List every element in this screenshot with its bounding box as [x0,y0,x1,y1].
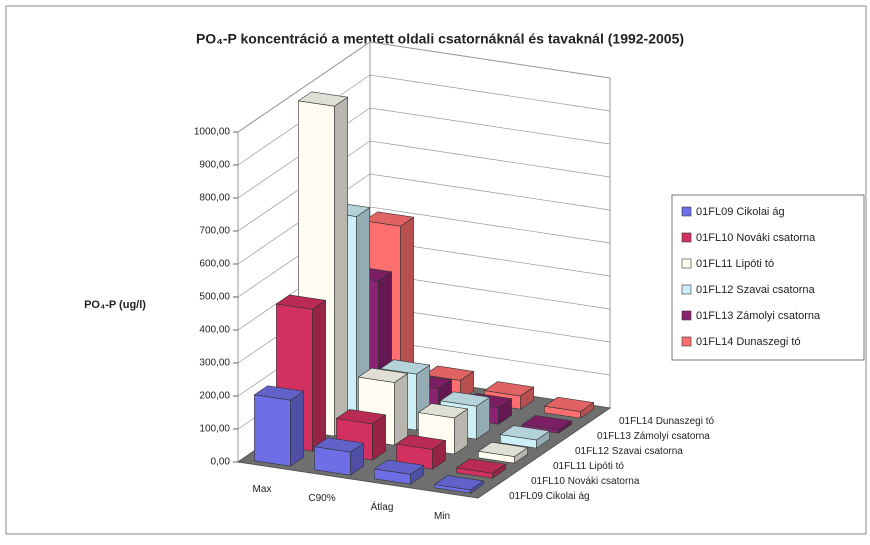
bar [433,475,485,494]
bar-top [253,385,305,401]
grid-line [237,74,611,166]
bar [253,385,305,467]
bar [477,441,529,464]
legend-label: 01FL09 Cikolai ág [696,206,785,218]
chart-title: PO₄-P koncentráció a mentett oldali csat… [196,31,684,47]
grid-line [237,206,611,298]
legend-label: 01FL12 Szavai csatorna [696,284,816,296]
x-tick-label: C90% [308,493,335,504]
bar-top [275,294,327,310]
y-tick-label: 0,00 [211,457,231,468]
legend-swatch [681,336,692,347]
y-tick-label: 300,00 [199,358,230,369]
bar-side [334,96,348,437]
legend-swatch [681,284,692,295]
y-tick-label: 200,00 [199,391,230,402]
bar-top [395,434,447,450]
y-tick-label: 100,00 [199,424,230,435]
legend-label: 01FL14 Dunaszegi tó [696,336,801,348]
depth-tick-label: 01FL13 Zámolyi csatorna [597,431,710,442]
legend-swatch [681,310,692,321]
bar-top [357,367,409,383]
bar-top [379,359,431,375]
x-tick-label: Átlag [371,500,394,513]
bar-top [297,91,349,107]
legend-swatch [681,258,692,269]
y-tick-label: 1000,00 [194,127,231,138]
bar [455,458,507,479]
grid-line [237,173,611,265]
bar-top [373,459,425,475]
bar-top [477,441,529,457]
bar-top [455,458,507,474]
y-tick-label: 800,00 [199,193,230,204]
y-tick-label: 400,00 [199,325,230,336]
bar-top [521,415,573,431]
bar [373,459,425,485]
y-tick-label: 700,00 [199,226,230,237]
y-tick-label: 500,00 [199,292,230,303]
bar-top [363,211,415,227]
bar-top [483,381,535,397]
bar-top [433,475,485,491]
bar-top [499,425,551,441]
bar-front [254,394,291,467]
y-axis-label: PO₄-P (ug/l) [84,299,146,311]
depth-tick-label: 01FL11 Lipóti tó [553,461,624,472]
x-tick-label: Min [434,511,450,522]
legend-swatch [681,206,692,217]
bar [543,396,595,419]
depth-tick-label: 01FL09 Cikolai ág [509,491,590,502]
legend-label: 01FL11 Lipóti tó [696,258,774,270]
depth-tick-label: 01FL10 Nováki csatorna [531,476,640,487]
bar [313,437,365,476]
bar-top [423,365,475,381]
depth-tick-label: 01FL14 Dunaszegi tó [619,416,715,427]
bar-side [312,299,326,452]
x-tick-label: Max [253,484,272,495]
bar-side [394,372,408,446]
bar-top [439,391,491,407]
bar-side [290,390,304,467]
y-tick-label: 600,00 [199,259,230,270]
bar-top [335,409,387,425]
legend [671,194,865,361]
depth-tick-label: 01FL12 Szavai csatorna [575,446,683,457]
bar-top [313,437,365,453]
grid-line [237,140,611,232]
grid-line [237,107,611,199]
grid-line [237,41,611,133]
y-tick-label: 900,00 [199,160,230,171]
legend-swatch [681,232,692,243]
bar-top [543,396,595,412]
bar [499,425,551,449]
bar-top [417,403,469,419]
legend-label: 01FL10 Nováki csatorna [696,232,816,244]
legend-label: 01FL13 Zámolyi csatorna [696,310,821,322]
